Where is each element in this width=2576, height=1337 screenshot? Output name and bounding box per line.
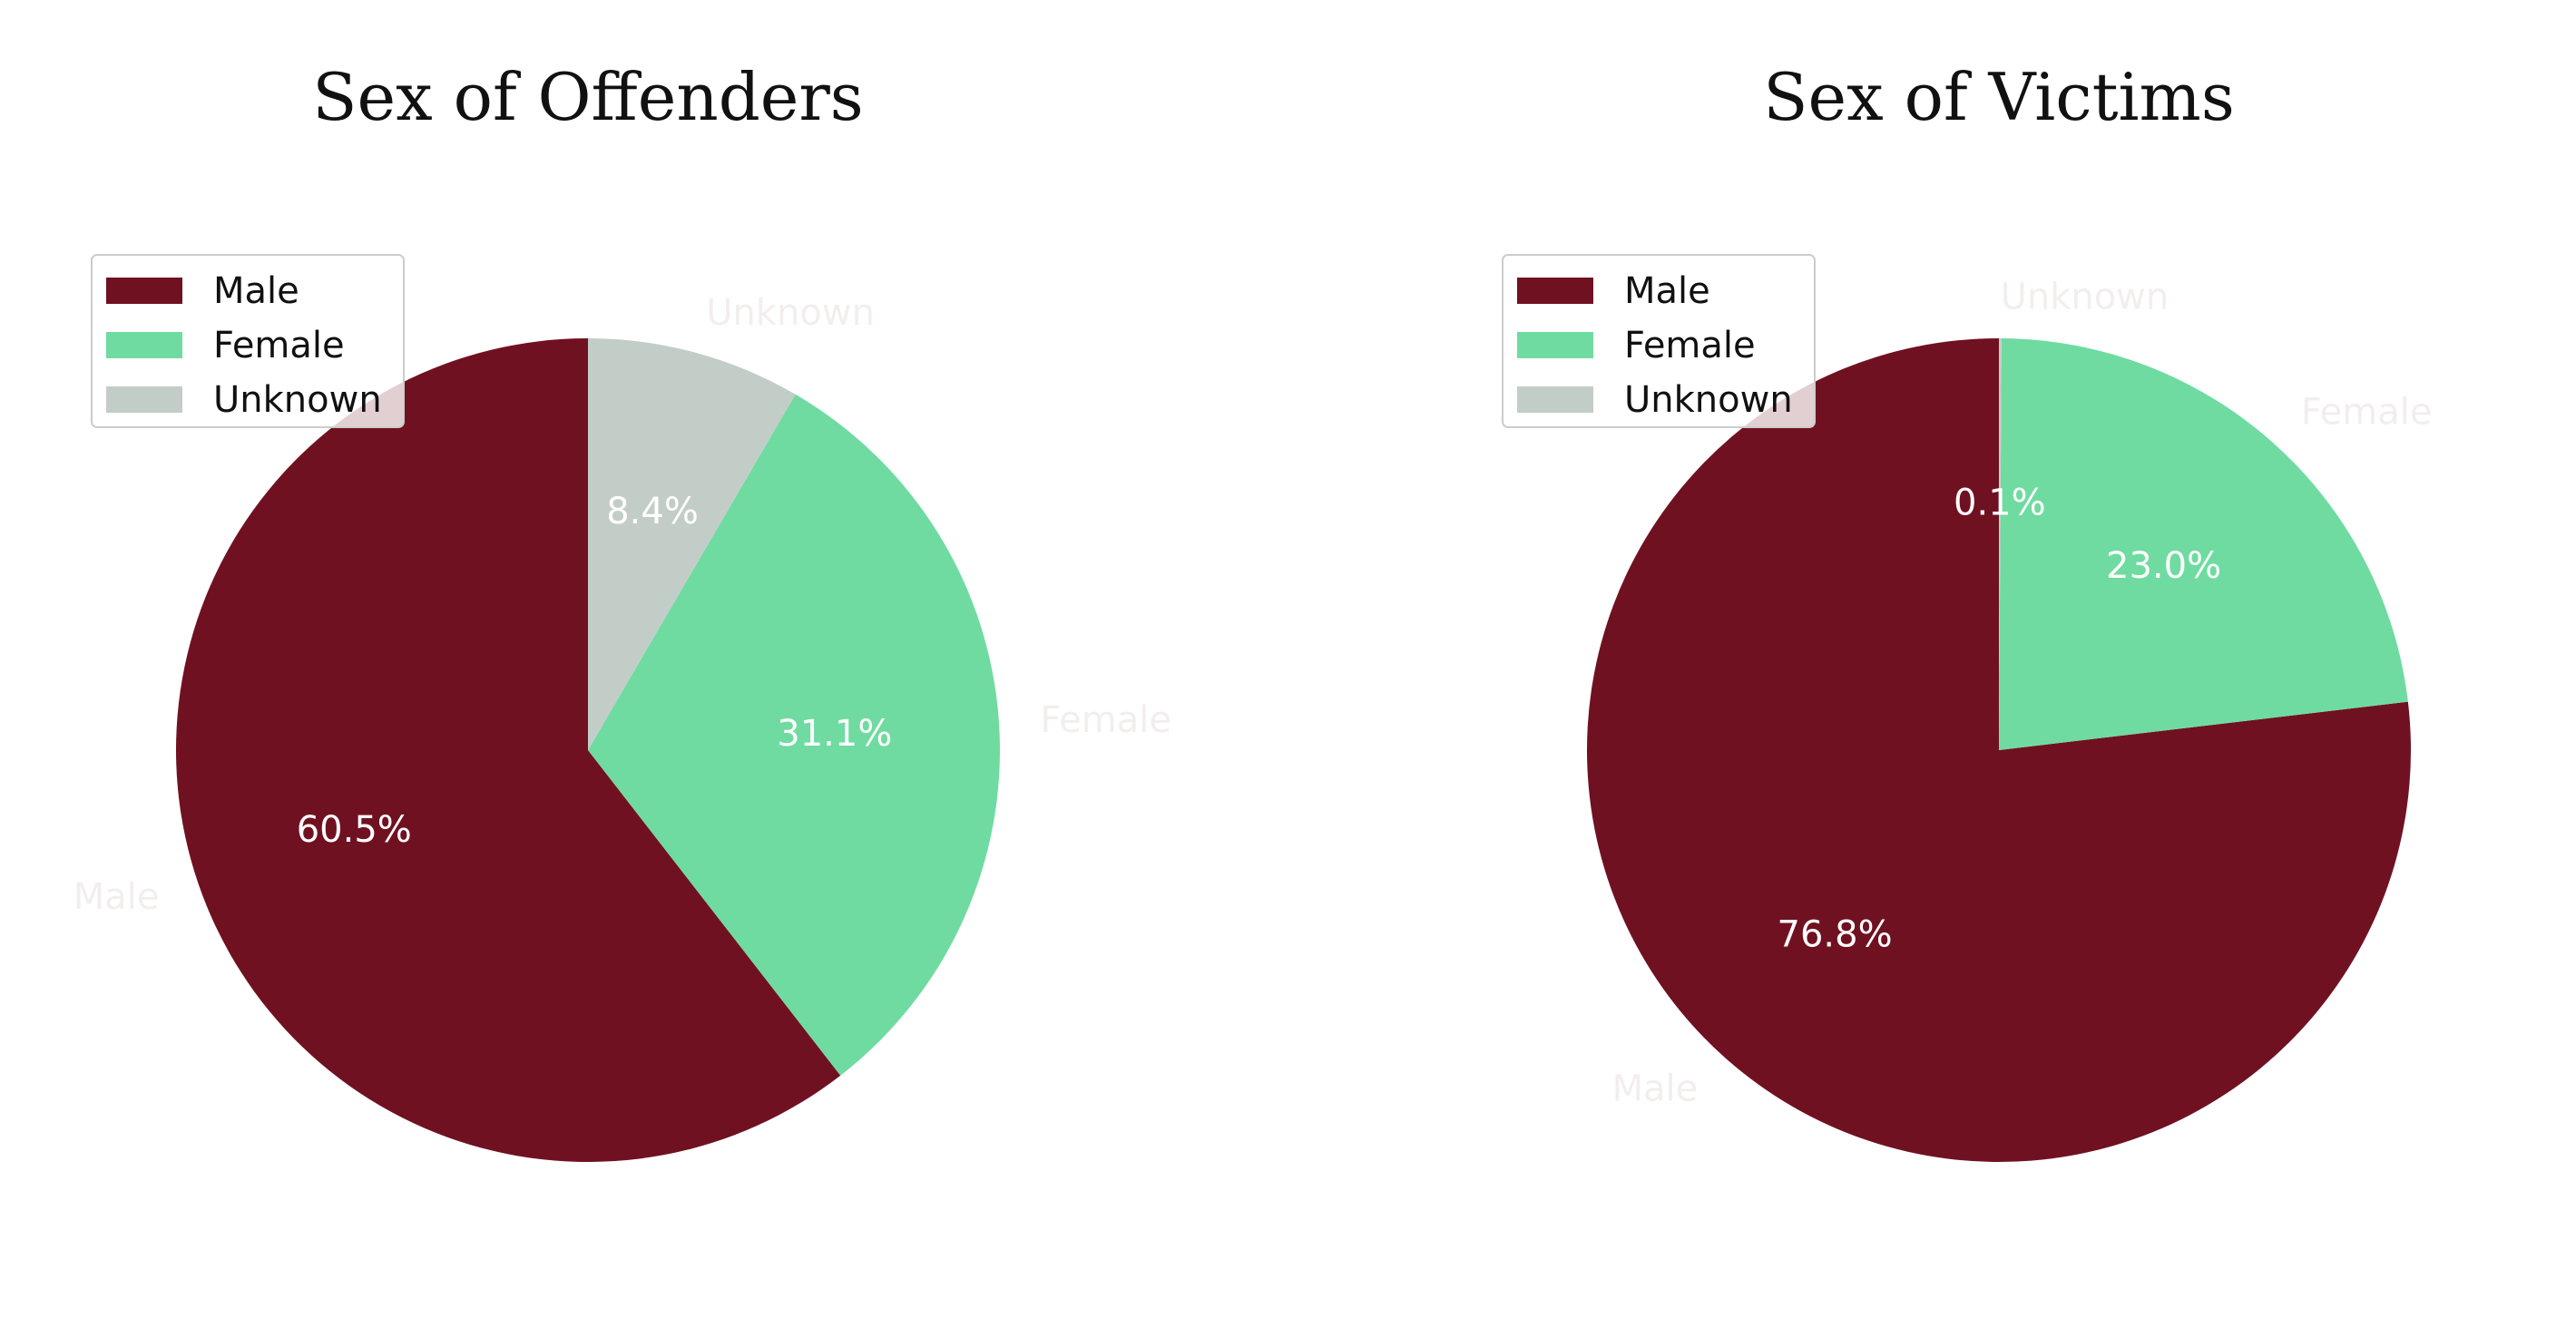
victims-legend-swatch-female: [1517, 332, 1593, 358]
offenders-slice-unknown: [588, 338, 796, 750]
offenders-slice-male: [175, 338, 841, 1162]
offenders-legend-swatch-female: [106, 332, 182, 358]
victims-pct-label-female: 23.0%: [2106, 545, 2221, 587]
offenders-legend-swatch-male: [106, 278, 182, 304]
offenders-pct-label-male: 60.5%: [297, 809, 412, 851]
victims-legend-label-female: Female: [1624, 325, 1756, 366]
offenders-category-label-female: Female: [1040, 699, 1171, 741]
offenders-legend-swatch-unknown: [106, 386, 182, 413]
offenders-legend: Male Female Unknown: [91, 254, 405, 428]
victims-legend-swatch-unknown: [1517, 386, 1593, 413]
victims-legend: Male Female Unknown: [1502, 254, 1816, 428]
victims-chart-title: Sex of Victims: [1763, 59, 2235, 135]
victims-pct-label-male: 76.8%: [1778, 914, 1893, 956]
victims-category-label-male: Male: [1612, 1068, 1699, 1109]
victims-category-label-female: Female: [2301, 392, 2433, 434]
offenders-category-label-male: Male: [73, 876, 160, 918]
victims-pie: 76.8% Male 23.0% Female 0.1% Unknown: [1586, 277, 2433, 1163]
offenders-category-label-unknown: Unknown: [706, 292, 875, 334]
offenders-pct-label-unknown: 8.4%: [606, 491, 699, 532]
victims-slice-male: [1586, 338, 2411, 1163]
offenders-legend-label-unknown: Unknown: [213, 379, 382, 421]
offenders-pct-label-female: 31.1%: [777, 713, 892, 755]
offenders-pie: 60.5% Male 31.1% Female 8.4% Unknown: [73, 292, 1171, 1162]
victims-legend-label-unknown: Unknown: [1624, 379, 1793, 421]
victims-category-label-unknown: Unknown: [2001, 277, 2170, 318]
offenders-legend-label-male: Male: [213, 270, 299, 312]
offenders-legend-label-female: Female: [213, 325, 345, 366]
victims-slice-female: [1999, 338, 2408, 750]
victims-slice-unknown: [1999, 338, 2002, 750]
offenders-chart-title: Sex of Offenders: [312, 59, 864, 135]
offenders-panel: Sex of Offenders 60.5% Male 31.1% Female 8.4…: [73, 59, 1171, 1162]
victims-panel: Sex of Victims 76.8% Male 23.0% Female 0.1% U…: [1502, 59, 2433, 1163]
victims-legend-swatch-male: [1517, 278, 1593, 304]
offenders-slice-female: [588, 394, 1000, 1076]
victims-legend-label-male: Male: [1624, 270, 1710, 312]
victims-pct-label-unknown: 0.1%: [1954, 483, 2046, 524]
